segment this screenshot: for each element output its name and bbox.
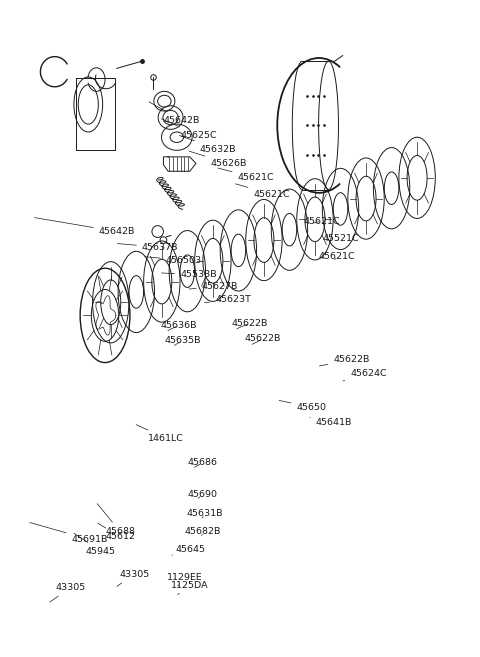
Text: 45688: 45688 (97, 504, 135, 536)
Text: 45622B: 45622B (245, 334, 281, 344)
Text: 456503: 456503 (144, 256, 202, 265)
Text: 45625C: 45625C (161, 119, 217, 140)
Text: 45621C: 45621C (303, 217, 340, 225)
Text: 45635B: 45635B (164, 336, 201, 346)
Text: 45945: 45945 (74, 533, 116, 556)
Text: 45624C: 45624C (343, 369, 387, 381)
Text: 45621C: 45621C (236, 184, 290, 198)
Text: 45642B: 45642B (149, 102, 200, 125)
Text: 1125DA: 1125DA (170, 581, 208, 595)
Text: 45636B: 45636B (160, 321, 197, 330)
Text: 45642B: 45642B (35, 217, 135, 236)
Text: 45626B: 45626B (189, 151, 247, 168)
Text: 1129EE: 1129EE (167, 573, 203, 586)
Text: 45691B: 45691B (30, 522, 108, 544)
Text: 45682B: 45682B (185, 527, 221, 536)
Text: 45627B: 45627B (189, 282, 238, 291)
Text: 45632B: 45632B (180, 135, 236, 154)
Text: 45521C: 45521C (323, 235, 359, 243)
Text: 43305: 43305 (50, 583, 86, 602)
Text: 45622B: 45622B (231, 319, 268, 328)
Text: 45621C: 45621C (218, 168, 274, 183)
Text: 45637B: 45637B (118, 243, 179, 252)
Text: 43305: 43305 (117, 570, 150, 586)
Text: 45621C: 45621C (319, 252, 356, 261)
Text: 45612: 45612 (98, 523, 135, 541)
Text: 45631B: 45631B (186, 509, 223, 518)
Text: 1461LC: 1461LC (136, 424, 184, 443)
Text: 45645: 45645 (172, 545, 205, 555)
Text: 45686: 45686 (187, 459, 217, 467)
Text: 45622B: 45622B (319, 355, 370, 366)
Text: 45623T: 45623T (204, 295, 251, 304)
Text: 45533B: 45533B (161, 270, 217, 279)
Text: 45690: 45690 (187, 490, 217, 499)
Text: 45641B: 45641B (310, 417, 352, 426)
Text: 45650: 45650 (279, 401, 326, 412)
